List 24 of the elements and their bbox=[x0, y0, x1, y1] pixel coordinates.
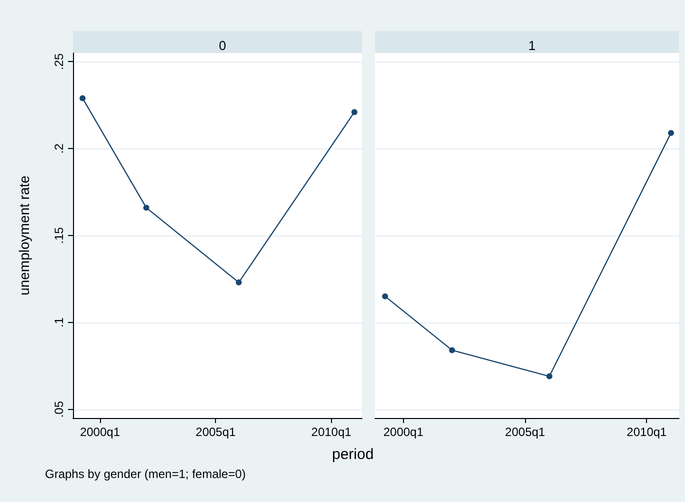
point bbox=[382, 293, 388, 300]
x-tick-label: 2010q1 bbox=[626, 425, 668, 439]
x-axis-title: period bbox=[332, 446, 374, 463]
chart-title: 1 bbox=[528, 38, 536, 53]
y-tick-label: .15 bbox=[52, 226, 66, 244]
point bbox=[546, 373, 552, 380]
point bbox=[236, 279, 242, 286]
point bbox=[351, 109, 358, 116]
x-tick-label: 2000q1 bbox=[80, 425, 120, 439]
y-axis-title: unemployment rate bbox=[16, 175, 32, 296]
x-tick-label: 2005q1 bbox=[505, 425, 546, 439]
x-tick-label: 2010q1 bbox=[311, 425, 352, 439]
text: Graphs by gender (men=1; female=0) bbox=[45, 467, 246, 481]
y-tick-label: .25 bbox=[52, 53, 66, 70]
x-tick-label: 2005q1 bbox=[196, 425, 236, 439]
point bbox=[449, 347, 456, 354]
point bbox=[80, 95, 86, 102]
point bbox=[143, 204, 150, 211]
y-tick-label: .1 bbox=[52, 317, 66, 328]
x-tick-label: 2000q1 bbox=[383, 425, 424, 439]
y-tick-label: .2 bbox=[52, 143, 66, 154]
chart-title: 0 bbox=[218, 38, 226, 53]
y-tick-label: .05 bbox=[52, 400, 66, 418]
point bbox=[668, 130, 674, 136]
